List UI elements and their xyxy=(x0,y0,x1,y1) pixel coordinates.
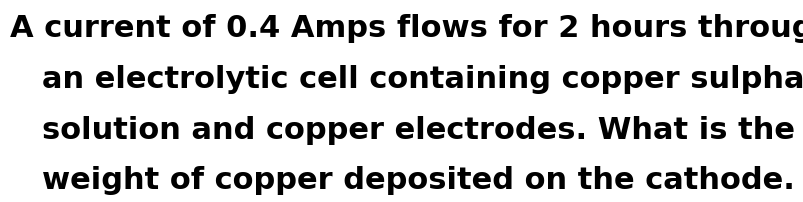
Text: A current of 0.4 Amps flows for 2 hours through: A current of 0.4 Amps flows for 2 hours … xyxy=(10,14,803,43)
Text: weight of copper deposited on the cathode.: weight of copper deposited on the cathod… xyxy=(42,166,793,195)
Text: an electrolytic cell containing copper sulphate: an electrolytic cell containing copper s… xyxy=(42,65,803,94)
Text: solution and copper electrodes. What is the: solution and copper electrodes. What is … xyxy=(42,115,794,144)
